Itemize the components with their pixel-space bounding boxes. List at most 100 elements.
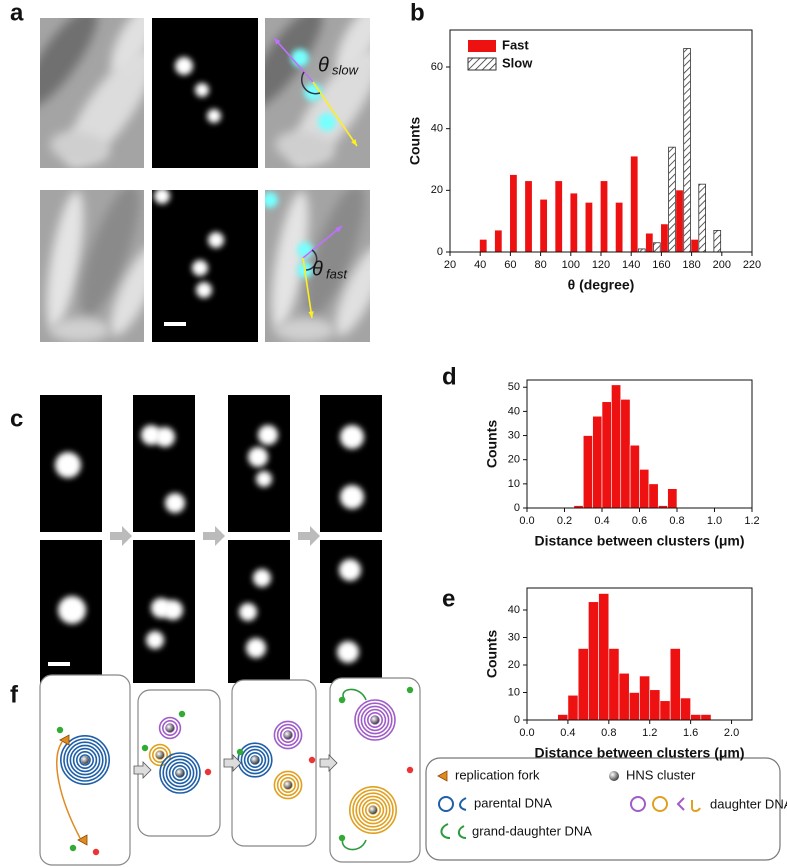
histogram-bar (648, 483, 659, 509)
y-tick-label: 30 (508, 631, 520, 643)
dna-coil (348, 785, 397, 834)
y-tick-label: 40 (508, 604, 520, 616)
x-tick-label: 40 (474, 259, 486, 271)
image-bg (228, 540, 290, 683)
legend-label: Fast (502, 37, 529, 52)
stage-arrow (203, 526, 225, 546)
dna-coil (158, 716, 182, 740)
y-tick-label: 20 (508, 659, 520, 671)
legend-coil (458, 825, 467, 839)
y-tick-label: 60 (431, 61, 443, 73)
y-tick-label: 30 (508, 429, 520, 441)
x-tick-label: 0.4 (560, 727, 575, 739)
histogram-bar (700, 714, 712, 721)
legend-label: grand-daughter DNA (472, 823, 592, 838)
x-tick-label: 0.8 (601, 727, 616, 739)
dna-coil (364, 801, 381, 818)
dna-coil (358, 795, 388, 825)
x-tick-label: 0.0 (519, 727, 534, 739)
dna-coil (66, 741, 104, 779)
legend-coil (438, 796, 454, 812)
dna-coil (172, 764, 189, 781)
dna-coil (162, 719, 179, 736)
hns-cluster (176, 769, 184, 777)
legend-ball (609, 771, 619, 781)
panel-label: f (10, 681, 19, 708)
cluster-spot (146, 631, 164, 649)
phase-image (265, 190, 370, 342)
dna-coil (79, 754, 91, 766)
x-tick-label: 200 (713, 259, 731, 271)
texture (50, 131, 110, 165)
hns-cluster (251, 756, 259, 764)
dna-coil (240, 745, 270, 775)
micrographs: θslowθfastiiiiiiiv (40, 18, 382, 721)
x-tick-label: 160 (652, 259, 670, 271)
histogram-bar (659, 700, 671, 721)
dna-strand (56, 741, 81, 839)
cluster-spot (239, 603, 257, 621)
dna-coil (69, 744, 101, 776)
x-tick-label: 0.4 (594, 515, 609, 527)
legend-label: daughter DNA (710, 796, 787, 811)
legend-box (425, 757, 781, 861)
cluster-spot (165, 493, 185, 513)
histogram-bar (669, 648, 681, 721)
theta-symbol: θ (312, 258, 323, 280)
y-tick-label: 40 (508, 405, 520, 417)
dna-coil (159, 752, 201, 794)
y-tick-label: 0 (514, 714, 520, 726)
dna-coil (273, 770, 303, 800)
fluorescence-image (320, 395, 382, 532)
cell-outline (39, 674, 131, 866)
marker-dot (56, 726, 64, 734)
y-tick-label: 20 (431, 184, 443, 196)
y-tick-label: 20 (508, 454, 520, 466)
marker-dot (308, 756, 316, 764)
dna-coil (357, 702, 393, 738)
texture (335, 244, 370, 336)
panel-label: d (442, 363, 457, 390)
hns-cluster (166, 724, 174, 732)
dna-strand (342, 688, 367, 701)
bar (661, 224, 668, 252)
texture (336, 18, 370, 74)
texture (50, 318, 110, 342)
texture (275, 131, 335, 165)
dna-coil (165, 758, 195, 788)
image-bg (320, 395, 382, 532)
cluster-spot (246, 638, 266, 658)
image-content (40, 190, 144, 342)
x-tick-label: 220 (743, 259, 761, 271)
dna-coil (59, 734, 111, 785)
cyan-spot (291, 49, 309, 67)
histogram-bar (649, 689, 661, 721)
texture (40, 18, 98, 109)
x-axis-label: Distance between clusters (μm) (534, 745, 744, 761)
cluster-spot (258, 425, 278, 445)
fluorescence-image (40, 540, 102, 683)
dna-coil (279, 776, 296, 793)
x-tick-label: 140 (622, 259, 640, 271)
cluster-spot (58, 596, 86, 624)
bar (645, 233, 653, 252)
cluster-spot (207, 109, 221, 123)
dna-coil (162, 755, 198, 791)
x-tick-label: 120 (592, 259, 610, 271)
x-tick-label: 100 (562, 259, 580, 271)
legend-label: replication fork (455, 767, 540, 782)
fluorescence-image (152, 18, 258, 168)
cluster-spot (175, 57, 193, 75)
histogram-bar (592, 415, 603, 509)
legend-label: Slow (502, 55, 533, 70)
image-content (265, 18, 370, 168)
cluster-spot (337, 641, 359, 663)
cluster-spot (248, 447, 268, 467)
direction-arrow (312, 81, 358, 147)
texture (46, 191, 84, 329)
cyan-spot (265, 192, 278, 208)
dna-coil (279, 726, 296, 743)
cluster-spot (154, 188, 170, 204)
x-tick-label: 0.8 (669, 515, 684, 527)
marker-dot (406, 766, 414, 774)
